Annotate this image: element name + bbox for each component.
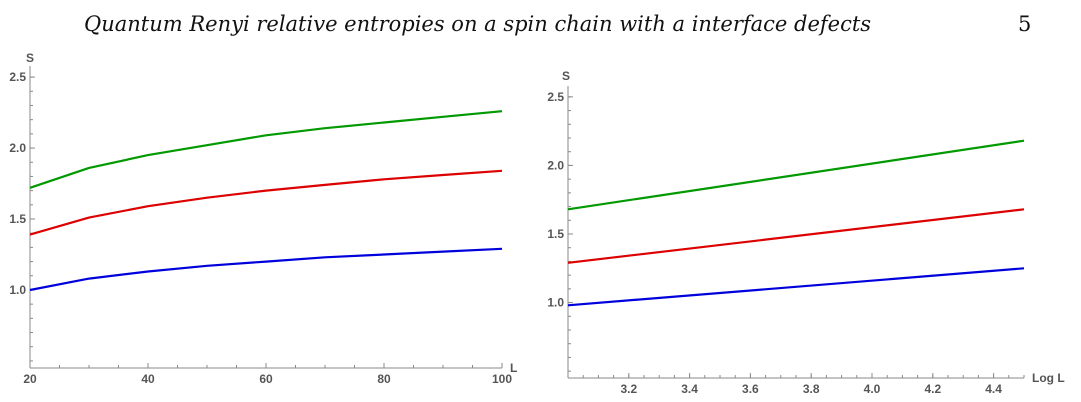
y-tick-label: 2.0 <box>9 141 26 155</box>
y-axis-label: S <box>26 51 34 65</box>
y-tick-label: 2.5 <box>9 70 26 84</box>
y-tick-label: 1.5 <box>9 212 26 226</box>
chart-left-s-vs-l: 1.0 1.5 2.0 2.5 20 40 60 80 100 S L <box>9 51 517 386</box>
y-tick-label: 2.5 <box>547 90 564 104</box>
x-axis-label: Log L <box>1032 371 1065 385</box>
x-tick-label: 60 <box>259 372 273 386</box>
series-line-2 <box>29 169 503 236</box>
x-tick-label: 40 <box>141 372 155 386</box>
page-header: Quantum Renyi relative entropies on a sp… <box>0 12 1081 42</box>
chart-right-s-vs-logl: 1.0 1.5 2.0 2.5 3.2 3.4 3.6 3.8 4.0 4.2 4.4 S Log L <box>547 69 1064 396</box>
x-tick-label: 3.6 <box>742 382 759 396</box>
x-tick-label: 4.0 <box>864 382 881 396</box>
x-tick-label: 80 <box>377 372 391 386</box>
page-number: 5 <box>1018 12 1032 36</box>
x-tick-label: 4.4 <box>985 382 1002 396</box>
x-tick-label: 3.8 <box>803 382 820 396</box>
y-tick-label: 1.0 <box>9 283 26 297</box>
series-line-2 <box>567 208 1025 264</box>
series-line-3 <box>29 110 503 189</box>
series-line-1 <box>29 247 503 292</box>
y-tick-label: 1.0 <box>547 296 564 310</box>
series-line-1 <box>567 267 1025 307</box>
x-axis-label: L <box>510 361 517 375</box>
page-title: Quantum Renyi relative entropies on a sp… <box>84 12 872 36</box>
x-tick-label: 4.2 <box>924 382 941 396</box>
y-tick-label: 1.5 <box>547 227 564 241</box>
y-axis-label: S <box>562 69 570 83</box>
x-tick-label: 3.2 <box>620 382 637 396</box>
x-tick-label: 100 <box>492 372 512 386</box>
x-tick-label: 20 <box>23 372 37 386</box>
y-tick-label: 2.0 <box>547 158 564 172</box>
x-tick-label: 3.4 <box>681 382 698 396</box>
series-line-3 <box>567 139 1025 211</box>
